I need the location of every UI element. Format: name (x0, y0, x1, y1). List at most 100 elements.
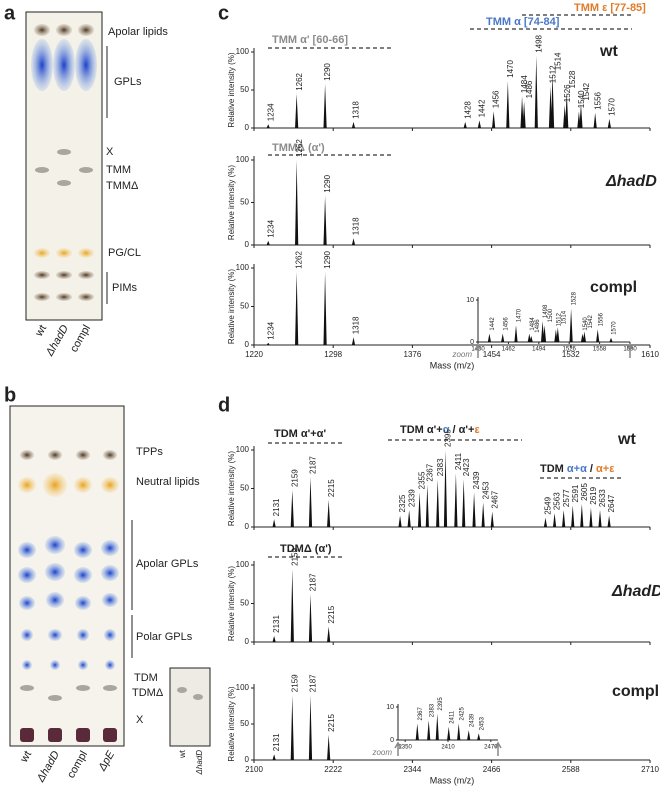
tlc-plate-a (25, 11, 108, 321)
peak (582, 331, 586, 342)
peak (462, 479, 466, 527)
peak (520, 96, 524, 128)
annotation-part: / α'+ (449, 424, 474, 436)
peak-label: 1512 (549, 65, 558, 83)
peak-label: 1486 (525, 80, 534, 98)
peak (308, 594, 313, 642)
peak (552, 513, 557, 527)
annotation-part: TMM α [74-84] (486, 16, 560, 28)
lane-label: ΔpE (96, 748, 118, 773)
y-tick-label: 50 (240, 599, 249, 608)
annotation-part: TMM ε [77-85] (574, 2, 646, 14)
peak (272, 754, 276, 760)
y-axis-label: Relative intensity (%) (227, 52, 236, 127)
y-axis-label: Relative intensity (%) (227, 165, 236, 240)
peak (596, 329, 600, 342)
peak (487, 333, 491, 342)
peak (327, 500, 331, 527)
y-tick-label: 100 (236, 560, 250, 569)
x-tick-label: 1454 (483, 350, 501, 359)
peak-label: 1528 (568, 70, 577, 88)
peak-label: 1318 (352, 217, 361, 235)
peak (492, 111, 496, 128)
sample-name: compl (590, 279, 637, 296)
inset-x-tick-label: 2470 (484, 745, 498, 751)
peak-label: 1556 (598, 312, 604, 326)
annotation: TDM α'+α' (274, 428, 326, 440)
y-tick-label: 0 (245, 522, 250, 531)
peak-label: 1512 (556, 312, 562, 326)
annotation-part: α+α (567, 463, 587, 475)
peak-label: 1542 (582, 82, 591, 100)
peak-label: 1570 (612, 321, 618, 335)
peak (351, 121, 356, 128)
band-label: Apolar GPLs (136, 558, 199, 570)
peak (295, 93, 299, 128)
peak (308, 476, 313, 527)
x-tick-label: 2100 (245, 765, 263, 774)
peak (290, 490, 294, 527)
peak-label: 1262 (295, 139, 304, 157)
annotation-lines (268, 14, 632, 558)
y-tick-label: 100 (236, 155, 250, 164)
peak-label: 2563 (553, 492, 562, 510)
annotation: TDMΔ (α') (280, 543, 332, 555)
band-label: TMM (106, 164, 131, 176)
lane-label: ΔhadD (34, 749, 62, 785)
peak-label: 2215 (327, 605, 336, 623)
peak-label: 2131 (272, 733, 281, 751)
sample-name: wt (599, 43, 618, 60)
peak (565, 91, 569, 128)
peak-label: 2411 (454, 452, 463, 470)
annotation-part: TDMΔ (α') (280, 543, 332, 555)
peak-label: 1528 (572, 291, 578, 305)
peak (463, 121, 467, 128)
peak-label: 2187 (309, 674, 318, 692)
y-tick-label: 0 (245, 340, 250, 349)
annotation-part: α (443, 424, 450, 436)
panel-letter: d (218, 394, 230, 416)
inset-x-tick-label: 1526 (563, 347, 577, 353)
lane-label: compl (68, 323, 93, 354)
peak-label: 1290 (323, 174, 332, 192)
peak-label: 1456 (503, 317, 509, 331)
peak-label: 1470 (517, 308, 523, 322)
inset-y-tick-label: 10 (386, 704, 394, 711)
annotation-part: / (587, 463, 596, 475)
x-tick-label: 1610 (641, 350, 659, 359)
annotation-part: TDM α'+ (400, 424, 443, 436)
zoom-arrow (494, 741, 502, 756)
peak-label: 2411 (449, 710, 455, 724)
peak-label: 1318 (352, 316, 361, 334)
lane-label: compl (65, 749, 90, 780)
peak-label: 2439 (469, 713, 475, 727)
band-label: TDMΔ (132, 687, 164, 699)
peak-label: 2439 (472, 471, 481, 489)
y-tick-label: 0 (245, 240, 250, 249)
peak-label: 1500 (548, 308, 554, 322)
sample-name: ΔhadD (605, 173, 657, 190)
peak-label: 2395 (438, 697, 444, 711)
zoom-label: zoom (451, 350, 472, 359)
y-tick-label: 50 (240, 484, 249, 493)
peak-label: 1526 (563, 84, 572, 102)
peak (290, 695, 294, 760)
x-tick-label: 1298 (324, 350, 342, 359)
peak-label: 2549 (544, 496, 553, 514)
peak-label: 2159 (290, 674, 299, 692)
y-tick-label: 0 (245, 123, 250, 132)
y-axis-label: Relative intensity (%) (227, 269, 236, 344)
peak (527, 333, 531, 342)
peak-label: 2131 (272, 498, 281, 516)
peak (327, 734, 331, 760)
peak-label: 2453 (481, 481, 490, 499)
peak-label: 1234 (266, 219, 275, 237)
peak (562, 510, 566, 527)
peak-label: 2453 (479, 716, 485, 730)
peak-label: 2367 (425, 463, 434, 481)
peak (323, 195, 327, 245)
peak-label: 2591 (571, 484, 580, 502)
panel-letter: b (4, 384, 16, 406)
